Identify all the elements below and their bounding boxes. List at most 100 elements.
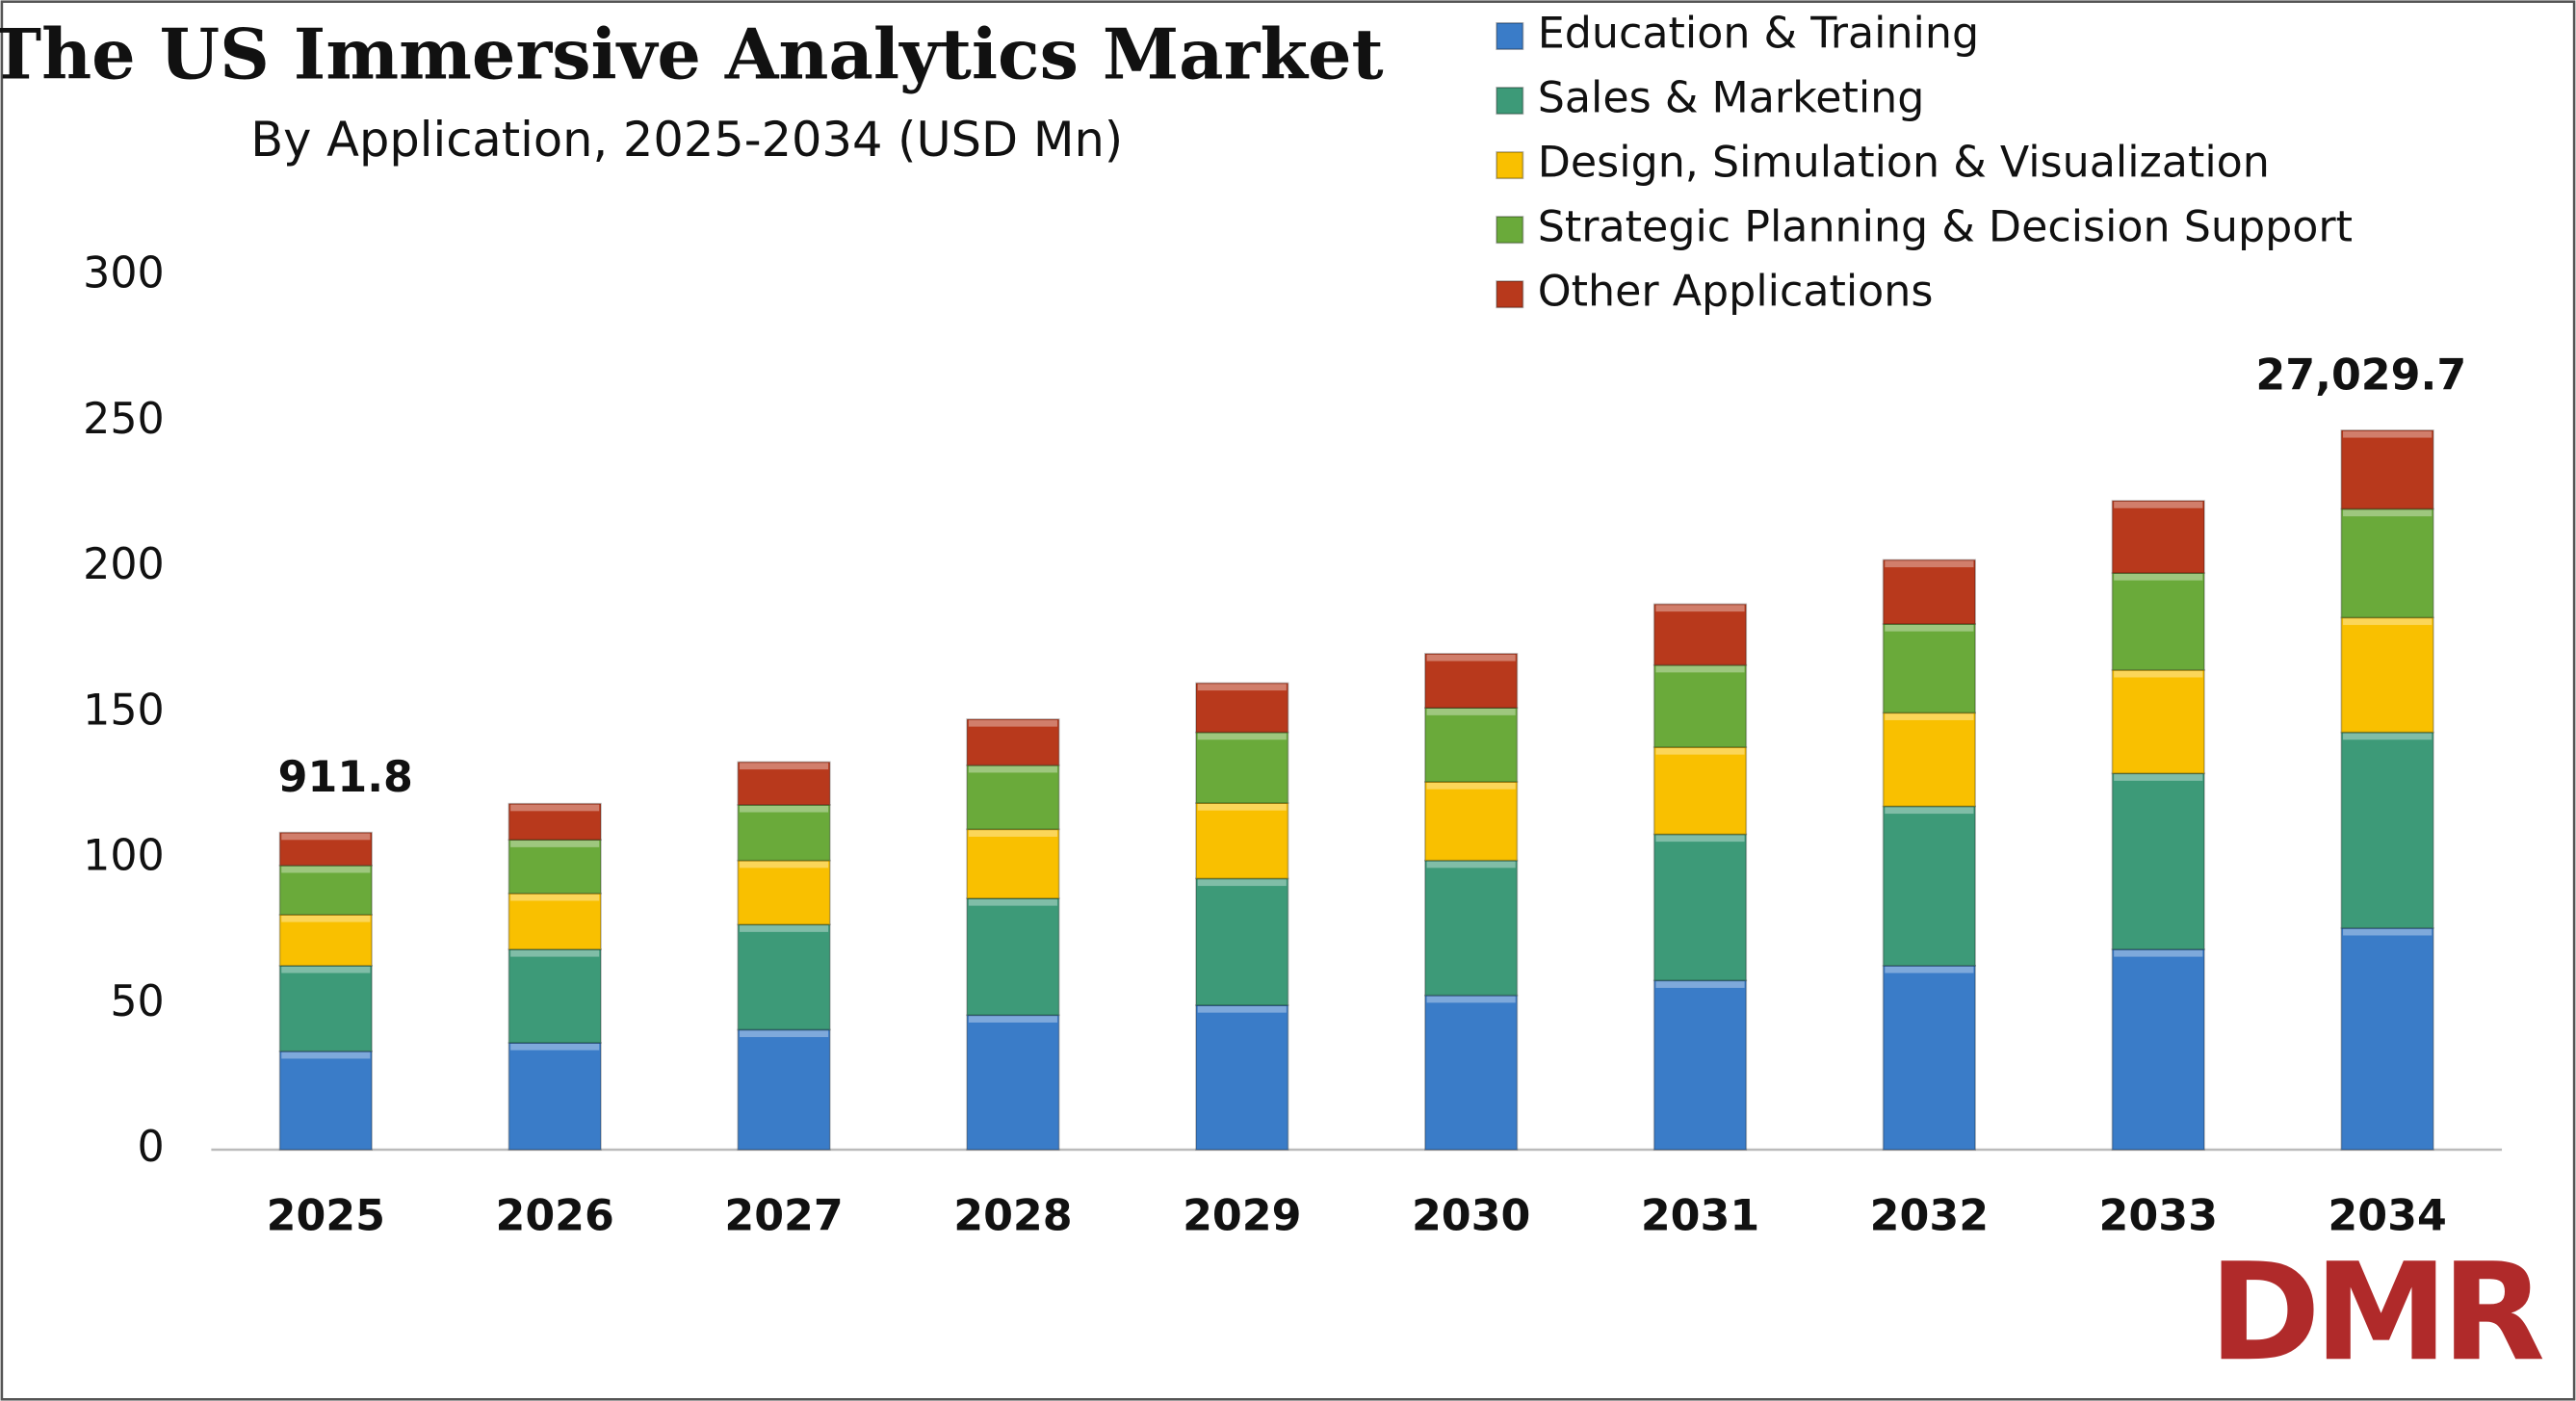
bar-highlight [1197,879,1287,887]
bar-highlight [1655,665,1745,673]
bar-highlight [1655,747,1745,755]
bar-highlight [968,765,1057,773]
legend-label: Sales & Marketing [1538,74,1925,123]
bar-segment [1882,712,1976,808]
annotation: 911.8 [278,753,413,802]
bar-highlight [968,719,1057,727]
bar-highlight [2343,509,2433,517]
legend-swatch [1496,151,1524,180]
bar-highlight [281,1051,371,1059]
bar-segment [2340,926,2434,1151]
x-tick-label: 2030 [1412,1192,1530,1241]
bar-highlight [1197,803,1287,811]
bar-segment [1195,731,1289,804]
bar-segment [278,864,373,916]
bar-highlight [1885,624,1974,632]
bar-highlight [1426,709,1516,715]
legend-label: Education & Training [1538,10,1979,59]
bar-segment [507,948,602,1044]
bar-segment [278,964,373,1052]
x-tick-label: 2028 [953,1192,1072,1241]
bar-highlight [2114,501,2203,508]
bar-segment [737,1028,831,1151]
bar-segment [2340,731,2434,929]
bar-segment [1652,603,1748,666]
bar-segment [278,831,373,867]
bar-highlight [739,763,829,770]
chart-subtitle: By Application, 2025-2034 (USD Mn) [250,112,1123,168]
bar-segment [966,1014,1060,1151]
bar-segment [1652,979,1748,1151]
bar-highlight [1426,996,1516,1003]
x-tick-label: 2025 [267,1192,385,1241]
legend-swatch [1496,280,1524,309]
x-tick-label: 2029 [1183,1192,1301,1241]
bar-highlight [1885,966,1974,973]
x-tick-label: 2031 [1641,1192,1759,1241]
bar-segment [1882,964,1976,1151]
bar-segment [507,839,602,895]
bar-highlight [1655,835,1745,843]
annotation: 27,029.7 [2255,350,2466,400]
bar-highlight [2343,733,2433,740]
bar-segment [966,828,1060,899]
bar-highlight [1885,560,1974,568]
bar-segment [1882,558,1976,625]
bar-highlight [281,915,371,922]
y-tick-label: 300 [83,249,165,298]
y-tick-label: 100 [83,832,165,881]
legend-swatch [1496,216,1524,245]
bar-highlight [2343,928,2433,936]
bar-segment [1652,746,1748,836]
bar-segment [2340,507,2434,619]
bar-segment [2111,572,2205,671]
bar-segment [966,897,1060,1017]
bar-highlight [510,841,600,847]
bar-segment [278,1050,373,1151]
bar-highlight [739,1030,829,1038]
bar-segment [1652,833,1748,982]
bar-segment [1195,682,1289,734]
bar-highlight [2343,430,2433,438]
bar-segment [2111,948,2205,1151]
bar-segment [507,1042,602,1151]
bar-highlight [1197,1005,1287,1013]
bar-highlight [510,1043,600,1051]
bar-segment [737,923,831,1031]
bar-segment [1195,1004,1289,1151]
bar-segment [2111,668,2205,775]
bar-highlight [968,830,1057,837]
bar-segment [2340,429,2434,510]
bar-segment [1195,877,1289,1006]
legend-label: Strategic Planning & Decision Support [1538,203,2353,252]
legend-swatch [1496,87,1524,116]
x-tick-label: 2034 [2328,1192,2446,1241]
x-tick-label: 2026 [495,1192,613,1241]
bar-segment [737,859,831,926]
bar-segment [737,804,831,862]
bar-segment [2111,500,2205,574]
bar-highlight [510,949,600,957]
bar-segment [507,802,602,842]
bar-highlight [2114,670,2203,678]
bar-highlight [1426,654,1516,662]
bar-highlight [1885,713,1974,720]
legend-label: Other Applications [1538,268,1934,317]
bar-highlight [739,805,829,813]
bar-highlight [281,966,371,973]
bar-highlight [510,894,600,901]
bar-segment [1424,859,1519,997]
bar-highlight [1197,684,1287,691]
bar-highlight [281,866,371,873]
bar-highlight [1426,861,1516,869]
bar-segment [1882,623,1976,714]
bar-highlight [2114,573,2203,581]
y-tick-label: 200 [83,540,165,589]
bar-highlight [1655,605,1745,612]
bar-segment [1424,994,1519,1151]
legend-label: Design, Simulation & Visualization [1538,139,2270,188]
bar-highlight [1197,733,1287,740]
y-tick-label: 50 [110,977,164,1026]
bar-segment [737,761,831,806]
